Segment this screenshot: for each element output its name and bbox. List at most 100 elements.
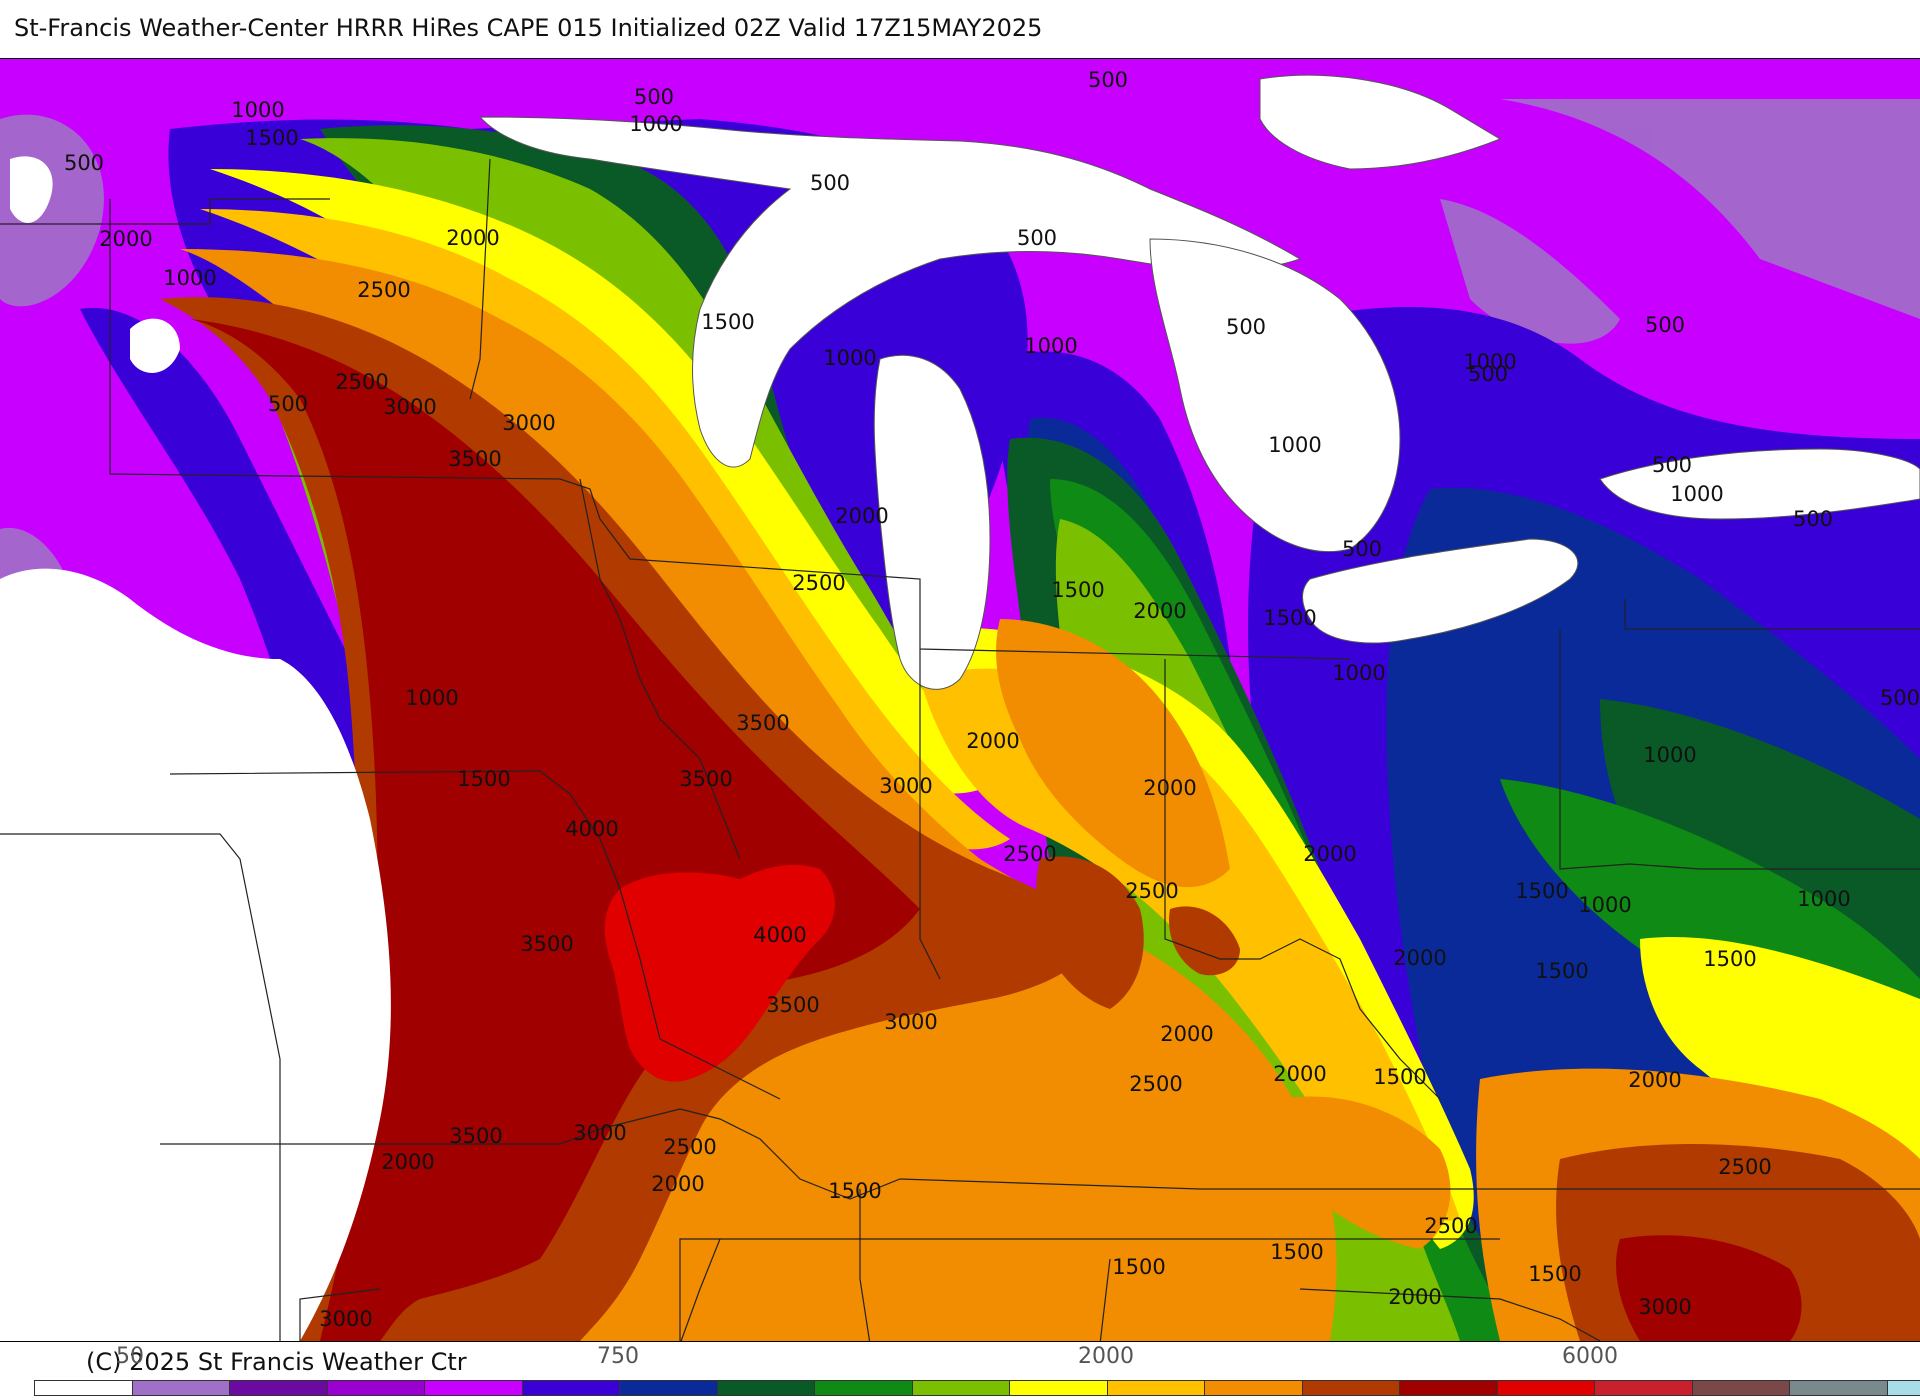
border-line — [169, 770, 781, 1100]
state-boundaries — [0, 158, 1920, 1341]
lake-nipigon — [1259, 74, 1502, 170]
contour-label: 3000 — [383, 395, 436, 419]
contour-label: 2000 — [1628, 1068, 1681, 1092]
contour-label: 2000 — [1393, 946, 1446, 970]
contour-label: 2000 — [1133, 599, 1186, 623]
contour-label: 1000 — [1797, 887, 1850, 911]
contour-label: 2500 — [357, 278, 410, 302]
contour-label: 3000 — [879, 774, 932, 798]
contour-label: 2000 — [99, 227, 152, 251]
contour-label: 1500 — [701, 310, 754, 334]
contour-label: 1500 — [1535, 959, 1588, 983]
contour-label: 500 — [1880, 686, 1920, 710]
border-line — [680, 1238, 721, 1341]
great-lakes — [478, 74, 1920, 690]
border-line — [160, 1108, 1920, 1200]
contour-label: 500 — [1645, 313, 1685, 337]
contour-label: 3000 — [502, 411, 555, 435]
contour-label: 3000 — [319, 1307, 372, 1331]
lake-erie — [1302, 538, 1579, 644]
contour-label: 500 — [634, 85, 674, 109]
contour-label: 1500 — [1373, 1065, 1426, 1089]
contour-label: 4000 — [753, 923, 806, 947]
legend-swatch — [1595, 1381, 1693, 1395]
contour-label: 1000 — [1268, 433, 1321, 457]
contour-label: 2500 — [663, 1135, 716, 1159]
legend-tick-label: 50 — [116, 1344, 144, 1369]
contour-label: 1000 — [629, 112, 682, 136]
contour-label: 2000 — [651, 1172, 704, 1196]
legend-swatch — [1400, 1381, 1498, 1395]
contour-label: 1000 — [1578, 893, 1631, 917]
contour-labels: 5001000500100015005002000100020002500150… — [64, 68, 1920, 1331]
contour-label: 2500 — [1424, 1214, 1477, 1238]
contour-label: 2000 — [1303, 842, 1356, 866]
contour-label: 2000 — [1160, 1022, 1213, 1046]
contour-label: 500 — [1088, 68, 1128, 92]
border-line — [919, 649, 941, 980]
legend-swatch — [1497, 1381, 1595, 1395]
border-line — [579, 478, 741, 860]
legend-swatch — [425, 1381, 523, 1395]
legend-swatch — [717, 1381, 815, 1395]
contour-label: 1500 — [1112, 1255, 1165, 1279]
contour-label: 1500 — [1528, 1262, 1581, 1286]
legend-swatch — [815, 1381, 913, 1395]
border-line — [1624, 599, 1920, 630]
border-line — [679, 1238, 1500, 1341]
border-line — [1164, 659, 1441, 1100]
contour-label: 500 — [1793, 507, 1833, 531]
contour-label: 1000 — [1024, 334, 1077, 358]
contour-label: 500 — [64, 151, 104, 175]
contour-label: 3500 — [448, 447, 501, 471]
contour-label: 500 — [1017, 226, 1057, 250]
contour-label: 3000 — [573, 1121, 626, 1145]
contour-label: 1000 — [231, 98, 284, 122]
border-line — [859, 1189, 871, 1341]
legend-tick-label: 750 — [597, 1344, 639, 1369]
cape-map[interactable]: 500 1000 500 1000 1500 500 2000 1000 2000 2500 150… — [0, 58, 1920, 1342]
border-line — [1559, 629, 1920, 870]
contour-label: 500 — [810, 171, 850, 195]
legend-tick-label: 6000 — [1562, 1344, 1618, 1369]
no-data-west — [0, 156, 391, 1341]
contour-label: 3500 — [520, 932, 573, 956]
border-line — [1099, 1258, 1111, 1341]
contour-label: 3000 — [884, 1010, 937, 1034]
legend-swatch — [620, 1381, 718, 1395]
legend-swatch — [522, 1381, 620, 1395]
legend-swatch — [1692, 1381, 1790, 1395]
border-line — [109, 199, 1351, 660]
legend-swatch — [230, 1381, 328, 1395]
legend-swatch — [1302, 1381, 1400, 1395]
legend-swatch — [327, 1381, 425, 1395]
border-line — [299, 1288, 381, 1341]
legend-swatch — [132, 1381, 230, 1395]
contour-label: 1000 — [1332, 661, 1385, 685]
contour-label: 1000 — [1463, 350, 1516, 374]
border-line — [0, 198, 330, 225]
legend-swatch — [1010, 1381, 1108, 1395]
legend-swatch — [912, 1381, 1010, 1395]
contour-label: 500 — [1652, 453, 1692, 477]
contour-label: 2000 — [381, 1150, 434, 1174]
cape-low-patches — [0, 99, 1920, 698]
contour-label: 1000 — [823, 346, 876, 370]
contour-label: 500 — [1468, 362, 1508, 386]
contour-label: 3000 — [1638, 1295, 1691, 1319]
contour-label: 3500 — [766, 993, 819, 1017]
contour-label: 1500 — [1263, 606, 1316, 630]
contour-label: 2500 — [1003, 842, 1056, 866]
contour-label: 1500 — [457, 767, 510, 791]
contour-label: 1500 — [1703, 947, 1756, 971]
contour-label: 2000 — [1388, 1285, 1441, 1309]
copyright-notice: (C) 2025 St Francis Weather Ctr — [86, 1348, 467, 1376]
contour-label: 2500 — [1125, 879, 1178, 903]
legend-swatch — [35, 1381, 133, 1395]
contour-label: 2000 — [1273, 1062, 1326, 1086]
contour-label: 3500 — [736, 711, 789, 735]
contour-label: 1000 — [1643, 743, 1696, 767]
lake-michigan — [873, 354, 991, 690]
contour-label: 1500 — [1051, 578, 1104, 602]
legend-swatch — [1107, 1381, 1205, 1395]
